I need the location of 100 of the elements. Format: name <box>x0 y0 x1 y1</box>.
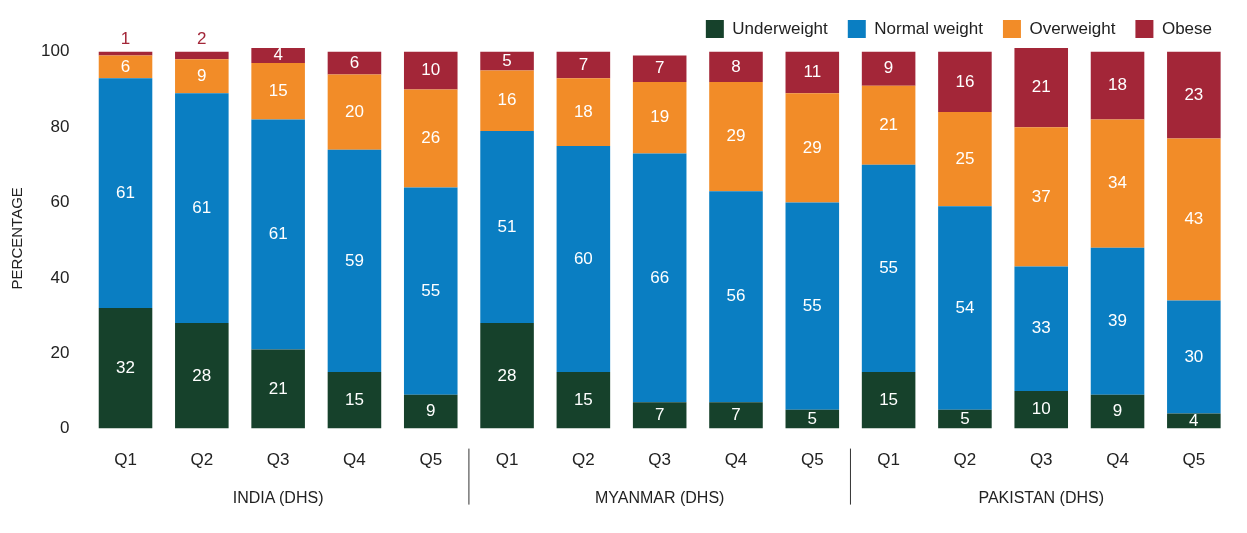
bar <box>251 119 305 350</box>
data-label: 6 <box>349 52 360 72</box>
bar <box>1090 247 1145 395</box>
data-label: 5 <box>502 50 512 70</box>
x-tick-label: Q3 <box>266 450 290 470</box>
data-label: 7 <box>731 405 741 425</box>
legend-label: Obese <box>1161 18 1213 38</box>
data-label: 28 <box>497 365 517 385</box>
bar <box>480 51 534 71</box>
data-label: 6 <box>120 56 131 76</box>
text: PAKISTAN (DHS) <box>978 489 1105 507</box>
bar <box>1090 119 1145 248</box>
data-label: 15 <box>879 390 899 410</box>
bar <box>861 51 916 86</box>
data-label: 32 <box>116 357 135 377</box>
data-label: 54 <box>955 297 975 317</box>
data-label: 11 <box>803 62 822 82</box>
x-tick-label: Q3 <box>648 450 672 470</box>
bar <box>98 51 153 56</box>
x-tick-label: Q5 <box>800 450 824 470</box>
bar <box>403 187 458 395</box>
data-label: 16 <box>497 90 517 110</box>
data-label: 59 <box>344 250 364 270</box>
bar <box>861 85 916 165</box>
data-label: 15 <box>344 390 364 410</box>
data-label: 9 <box>1112 401 1123 421</box>
bar <box>175 51 229 60</box>
bar <box>327 51 382 75</box>
data-label: 29 <box>802 137 822 157</box>
data-label: 39 <box>1108 310 1127 330</box>
data-label: 15 <box>573 390 593 410</box>
data-label: 55 <box>802 295 822 315</box>
data-label: 7 <box>654 405 665 425</box>
bar <box>327 74 382 150</box>
x-tick-label: Q4 <box>724 450 748 470</box>
data-label: 7 <box>654 58 665 78</box>
legend-label: Overweight <box>1029 18 1116 38</box>
data-label: 4 <box>273 45 283 65</box>
bar <box>251 63 305 120</box>
bar <box>327 372 382 429</box>
x-tick-label: Q1 <box>114 450 137 470</box>
bar <box>1014 48 1069 128</box>
data-label: 18 <box>573 101 593 121</box>
bar <box>480 70 534 131</box>
data-label: 16 <box>955 71 975 91</box>
x-tick-label: Q4 <box>343 450 366 470</box>
bar <box>98 78 153 309</box>
y-tick-label: 80 <box>50 116 70 136</box>
bar <box>938 112 992 207</box>
bar <box>632 153 687 403</box>
y-tick-label: 60 <box>50 192 70 212</box>
data-label: 18 <box>1108 75 1127 95</box>
x-tick-label: Q1 <box>495 450 519 470</box>
bar <box>251 48 305 64</box>
bar <box>556 78 611 146</box>
data-label: 9 <box>197 65 207 85</box>
bar <box>709 51 763 82</box>
data-label: 10 <box>421 60 441 80</box>
x-tick-label: Q2 <box>572 450 595 470</box>
data-label: 61 <box>268 224 288 244</box>
bar <box>175 93 229 324</box>
data-label: 51 <box>497 216 517 236</box>
bar <box>938 51 992 113</box>
data-label: 7 <box>578 54 589 74</box>
data-label: 20 <box>344 101 364 121</box>
bar <box>709 81 763 192</box>
y-tick-label: 0 <box>59 418 70 438</box>
bar <box>480 323 534 429</box>
x-tick-label: Q1 <box>877 450 900 470</box>
text: MYANMAR (DHS) <box>594 489 725 507</box>
data-label: 33 <box>1031 318 1051 338</box>
x-tick-label: Q4 <box>1106 450 1129 470</box>
bar <box>327 149 382 373</box>
data-label: 21 <box>268 378 288 398</box>
data-label: 5 <box>960 408 970 428</box>
bar <box>632 81 687 154</box>
x-tick-label: Q5 <box>1182 450 1206 470</box>
bar <box>98 308 153 429</box>
data-label: 28 <box>192 365 212 385</box>
data-label: 23 <box>1184 84 1204 104</box>
y-tick-label: 40 <box>50 267 70 287</box>
bar <box>785 202 840 410</box>
data-label: 4 <box>1189 410 1199 430</box>
bar <box>403 89 458 188</box>
y-axis-title: PERCENTAGE <box>8 187 26 290</box>
bar <box>785 51 840 94</box>
x-tick-label: Q2 <box>953 450 977 470</box>
bar <box>1090 394 1145 429</box>
bar <box>98 55 153 79</box>
data-label: 60 <box>573 248 593 268</box>
x-tick-label: Q2 <box>190 450 214 470</box>
data-label: 25 <box>955 148 975 168</box>
bar <box>785 93 840 203</box>
data-label: 8 <box>731 56 741 76</box>
bar <box>556 51 611 79</box>
bar <box>1014 266 1069 391</box>
data-label: 9 <box>883 58 894 78</box>
data-label: 30 <box>1184 346 1204 366</box>
bar <box>556 372 611 429</box>
data-label: 55 <box>421 280 441 300</box>
